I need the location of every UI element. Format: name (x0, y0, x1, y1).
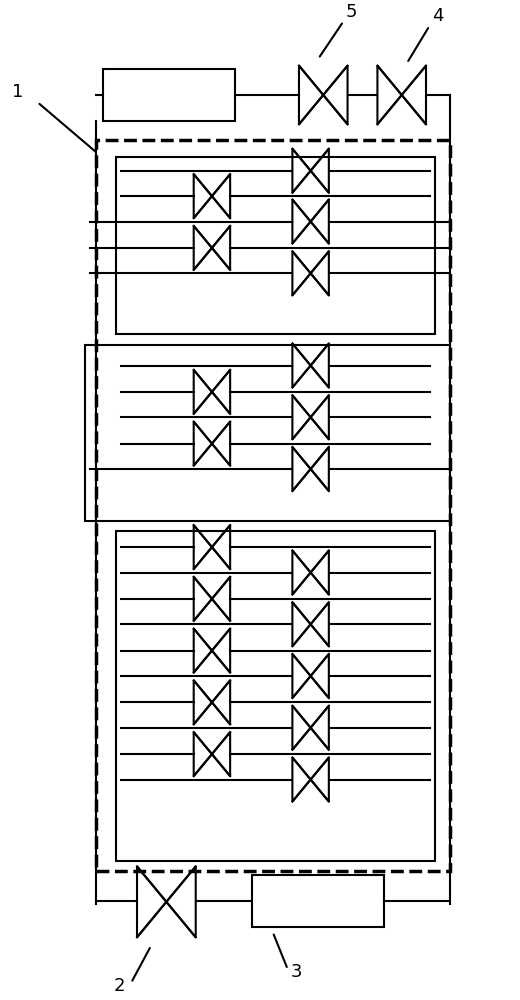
Bar (116, 157, 435, 334)
Bar (85, 345, 450, 521)
Bar (96, 140, 450, 871)
Bar (103, 69, 235, 121)
Text: 2: 2 (113, 977, 125, 995)
Bar (252, 875, 384, 927)
Text: 3: 3 (290, 963, 302, 981)
Bar (116, 531, 435, 861)
Text: 4: 4 (432, 7, 444, 25)
Text: 1: 1 (12, 83, 23, 101)
Text: 5: 5 (346, 3, 358, 21)
